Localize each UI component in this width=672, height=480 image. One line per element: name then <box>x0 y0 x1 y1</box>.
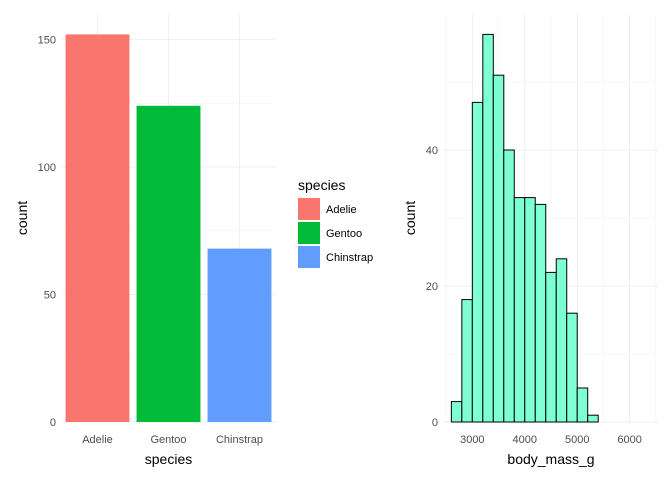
legend-label: Gentoo <box>326 228 362 240</box>
body-mass-histogram: 0 20 40 3000 4000 5000 6000 body_mass_g count <box>402 14 658 467</box>
x-tick-label: Chinstrap <box>216 434 263 446</box>
histogram-bar <box>534 203 547 423</box>
histogram-bar <box>576 387 589 423</box>
bar-chinstrap <box>207 248 272 422</box>
y-axis-title: count <box>402 201 418 235</box>
histogram-bar <box>492 74 505 423</box>
y-tick-label: 0 <box>50 417 56 429</box>
x-tick-label: Gentoo <box>150 434 186 446</box>
y-tick-label: 0 <box>432 417 438 429</box>
species-legend: species Adelie Gentoo Chinstrap <box>298 177 373 268</box>
histogram-bar <box>482 33 494 423</box>
x-tick-label: 5000 <box>565 434 589 446</box>
legend-label: Adelie <box>326 204 357 216</box>
histogram-bar <box>461 299 473 423</box>
y-tick-label: 40 <box>426 145 438 157</box>
species-bar-chart: 0 50 100 150 Adelie Gentoo Chinstrap species cou… <box>14 14 275 467</box>
legend-label: Chinstrap <box>326 252 373 264</box>
x-tick-label: 4000 <box>513 434 537 446</box>
histogram-bar <box>587 414 599 423</box>
x-tick-label: 6000 <box>617 434 641 446</box>
y-tick-label: 150 <box>38 35 56 47</box>
x-tick-label: 3000 <box>460 434 484 446</box>
bar-gentoo <box>136 105 201 423</box>
y-tick-label: 50 <box>44 290 56 302</box>
histogram-bar <box>471 101 484 423</box>
histogram-bar <box>503 149 515 423</box>
histogram-bar <box>545 271 557 423</box>
histogram-bar <box>450 401 463 423</box>
x-axis-title: body_mass_g <box>507 451 594 467</box>
y-tick-label: 100 <box>38 162 56 174</box>
histogram-bar <box>566 312 578 423</box>
legend-key-gentoo <box>298 222 320 244</box>
legend-key-chinstrap <box>298 246 320 268</box>
y-tick-label: 20 <box>426 281 438 293</box>
x-axis-title: species <box>145 451 192 467</box>
legend-key-adelie <box>298 198 320 220</box>
bar-adelie <box>65 34 130 423</box>
y-axis-title: count <box>14 201 30 235</box>
histogram-bar <box>524 197 536 423</box>
x-tick-label: Adelie <box>82 434 113 446</box>
legend-title: species <box>298 177 345 193</box>
histogram-bar <box>513 197 526 423</box>
histogram-bar <box>555 258 568 423</box>
